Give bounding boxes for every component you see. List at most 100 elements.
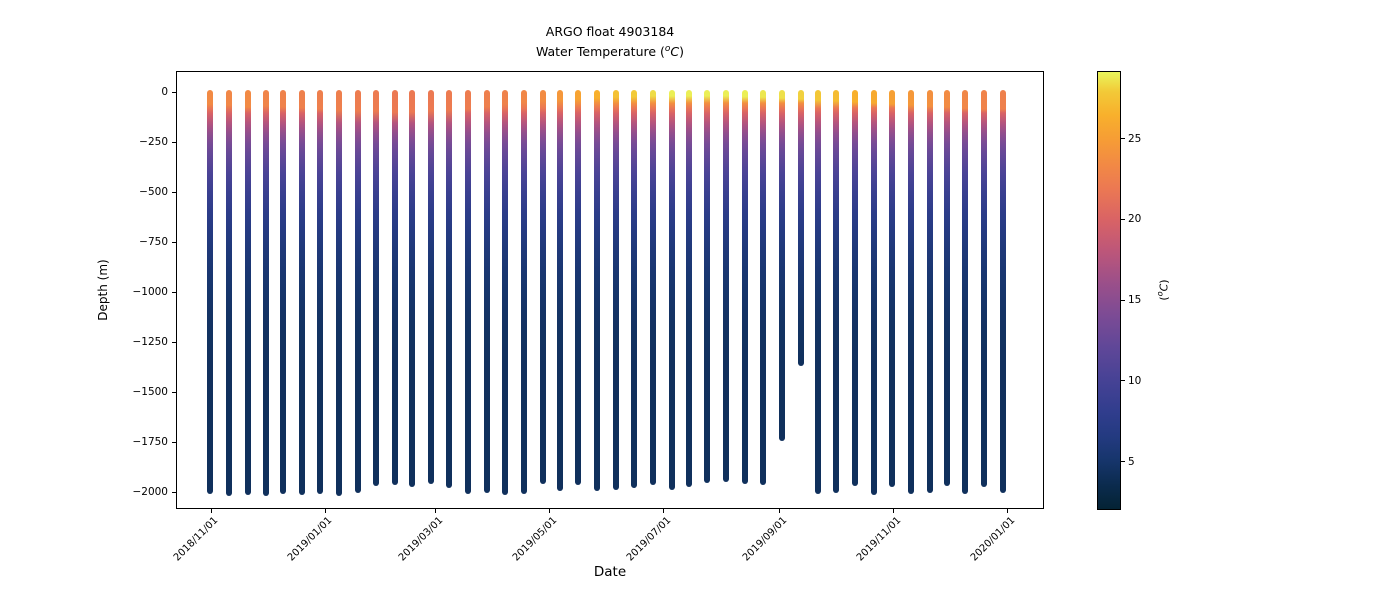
y-tick-mark — [172, 341, 176, 343]
x-tick-label: 2019/03/01 — [396, 515, 446, 564]
profile-stripe — [943, 90, 950, 486]
profile-stripe — [797, 90, 804, 366]
colorbar-tick-mark — [1121, 380, 1125, 382]
colorbar — [1097, 71, 1121, 510]
profile-stripe — [833, 90, 840, 493]
chart-title-block: ARGO float 4903184 Water Temperature (oC… — [176, 22, 1044, 62]
y-tick-mark — [172, 141, 176, 143]
colorbar-tick-mark — [1121, 138, 1125, 140]
plot-area — [176, 71, 1044, 509]
profile-stripe — [225, 90, 232, 496]
profile-stripe — [722, 90, 729, 482]
y-tick-mark — [172, 441, 176, 443]
profile-stripe — [244, 90, 251, 495]
x-tick-mark — [1006, 509, 1008, 513]
x-tick-mark — [892, 509, 894, 513]
y-tick-label: −750 — [139, 236, 168, 248]
profile-stripe — [336, 90, 343, 496]
profile-stripe — [521, 90, 528, 494]
y-tick-mark — [172, 241, 176, 243]
profile-stripe — [354, 90, 361, 493]
y-tick-mark — [172, 291, 176, 293]
y-tick-label: −1250 — [132, 336, 168, 348]
colorbar-label: (oC) — [1156, 279, 1171, 300]
x-tick-mark — [662, 509, 664, 513]
profile-stripe — [612, 90, 619, 490]
profile-stripe — [373, 90, 380, 486]
y-tick-label: −1500 — [132, 386, 168, 398]
profile-stripe — [575, 90, 582, 485]
colorbar-tick-label: 15 — [1128, 294, 1142, 307]
profile-stripe — [317, 90, 324, 494]
x-tick-label: 2018/11/01 — [172, 515, 221, 564]
colorbar-tick-label: 10 — [1128, 374, 1142, 387]
profile-stripe — [427, 90, 434, 484]
profile-stripe — [280, 90, 287, 494]
chart-title: ARGO float 4903184 — [545, 24, 675, 39]
profile-stripe — [446, 90, 453, 488]
profile-stripe — [962, 90, 969, 494]
y-tick-mark — [172, 91, 176, 93]
profile-stripe — [392, 90, 399, 485]
profile-stripe — [704, 90, 711, 483]
profile-stripe — [926, 90, 933, 493]
y-tick-mark — [172, 391, 176, 393]
x-tick-label: 2020/01/01 — [968, 515, 1017, 564]
y-tick-label: −250 — [139, 136, 168, 148]
profile-stripe — [502, 90, 509, 495]
chart-subtitle-text: Water Temperature ( — [535, 44, 665, 60]
profile-stripe — [870, 90, 877, 495]
profile-stripe — [668, 90, 675, 490]
colorbar-tick-mark — [1121, 461, 1125, 463]
colorbar-tick-mark — [1121, 299, 1125, 301]
profile-stripe — [263, 90, 270, 496]
x-tick-mark — [210, 509, 212, 513]
profile-stripe — [207, 90, 214, 494]
profile-stripe — [980, 90, 987, 487]
profile-stripe — [631, 90, 638, 488]
y-tick-label: −500 — [139, 186, 168, 198]
profile-stripe — [999, 90, 1006, 493]
profile-stripe — [814, 90, 821, 494]
y-tick-label: −1750 — [132, 436, 168, 448]
profile-stripe — [851, 90, 858, 486]
x-tick-mark — [324, 509, 326, 513]
profile-stripe — [539, 90, 546, 484]
profile-stripe — [298, 90, 305, 495]
colorbar-label-unit: C — [1157, 283, 1171, 292]
x-tick-label: 2019/01/01 — [286, 515, 335, 564]
x-tick-label: 2019/11/01 — [854, 515, 903, 564]
chart-subtitle-close: ) — [679, 44, 685, 60]
profile-stripe — [779, 90, 786, 441]
profile-stripe — [685, 90, 692, 487]
colorbar-label-degree: o — [1155, 291, 1165, 297]
x-tick-label: 2019/09/01 — [740, 515, 789, 564]
profile-stripe — [594, 90, 600, 491]
colorbar-tick-label: 20 — [1128, 213, 1142, 226]
y-tick-label: −1000 — [132, 286, 168, 298]
profile-stripe — [556, 90, 563, 491]
x-tick-mark — [434, 509, 436, 513]
profile-stripe — [760, 90, 767, 485]
profile-stripe — [908, 90, 914, 494]
colorbar-label-open: ( — [1157, 296, 1171, 301]
chart-subtitle-degree: o — [664, 44, 671, 54]
x-tick-mark — [778, 509, 780, 513]
y-tick-mark — [172, 491, 176, 493]
chart-subtitle-unit: C — [670, 44, 680, 60]
colorbar-tick-label: 5 — [1128, 455, 1135, 468]
x-tick-mark — [548, 509, 550, 513]
chart-subtitle: Water Temperature (oC) — [176, 42, 1044, 62]
x-tick-label: 2019/07/01 — [624, 515, 674, 564]
profile-stripe — [889, 90, 896, 487]
x-tick-label: 2019/05/01 — [510, 515, 560, 564]
profile-stripe — [650, 90, 657, 485]
profile-stripe — [741, 90, 748, 484]
colorbar-tick-mark — [1121, 218, 1125, 220]
y-tick-mark — [172, 191, 176, 193]
y-tick-label: −2000 — [132, 486, 168, 498]
y-tick-label: 0 — [161, 86, 168, 98]
profile-stripe — [483, 90, 490, 493]
colorbar-label-close: ) — [1157, 279, 1171, 284]
